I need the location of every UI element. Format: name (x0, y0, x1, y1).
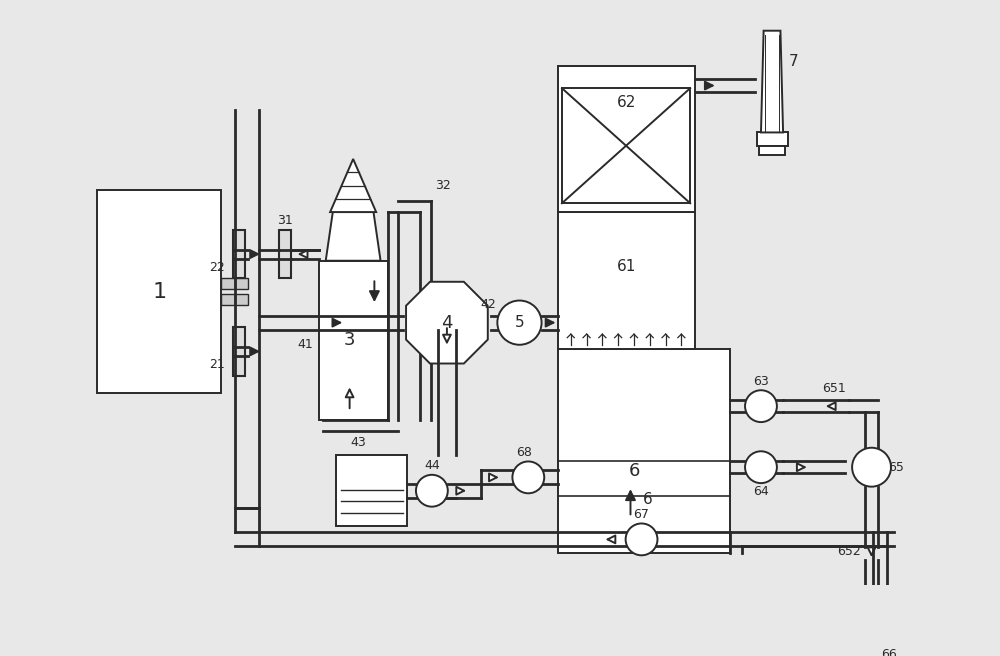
Bar (235, 278, 248, 289)
Circle shape (745, 451, 777, 483)
Text: 1: 1 (152, 281, 166, 302)
Text: 61: 61 (616, 259, 636, 274)
Bar (841, 619, 920, 656)
Text: 41: 41 (297, 338, 313, 351)
Circle shape (626, 523, 657, 556)
Bar (558, 66, 695, 212)
Circle shape (852, 448, 891, 487)
Polygon shape (761, 31, 783, 133)
Text: 32: 32 (435, 179, 450, 192)
Text: 22: 22 (209, 261, 225, 274)
Bar (235, 295, 248, 305)
Bar (233, 327, 245, 376)
Text: 64: 64 (753, 485, 769, 499)
Bar (97, 190, 221, 394)
Bar (759, 146, 785, 155)
Bar (562, 88, 690, 203)
Text: 5: 5 (515, 315, 524, 330)
Text: 44: 44 (424, 459, 440, 472)
Text: 62: 62 (616, 95, 636, 110)
Text: 43: 43 (351, 436, 366, 449)
Polygon shape (330, 159, 376, 212)
Polygon shape (406, 282, 488, 363)
Text: 21: 21 (209, 358, 225, 371)
Circle shape (497, 300, 542, 345)
Text: 66: 66 (881, 648, 897, 656)
Text: 63: 63 (753, 375, 769, 388)
Text: 42: 42 (481, 298, 496, 312)
Text: 3: 3 (344, 331, 355, 350)
Text: 6: 6 (629, 462, 641, 480)
Circle shape (512, 461, 544, 493)
Bar (221, 295, 235, 305)
Text: 4: 4 (441, 314, 453, 332)
Text: 67: 67 (634, 508, 649, 521)
Circle shape (416, 475, 448, 506)
Text: 651: 651 (823, 382, 846, 395)
Text: 65: 65 (888, 461, 904, 474)
Text: 7: 7 (789, 54, 799, 69)
Text: 652: 652 (838, 544, 861, 558)
Bar (279, 230, 291, 278)
Text: 6: 6 (643, 492, 653, 507)
Text: 68: 68 (516, 446, 532, 459)
Bar (319, 260, 388, 420)
Bar (558, 212, 695, 349)
Polygon shape (326, 212, 381, 260)
Circle shape (745, 390, 777, 422)
Bar (221, 278, 235, 289)
Bar (757, 133, 788, 146)
Bar (233, 230, 245, 278)
Bar (336, 455, 407, 526)
Bar (558, 349, 730, 552)
Text: 31: 31 (277, 215, 293, 228)
